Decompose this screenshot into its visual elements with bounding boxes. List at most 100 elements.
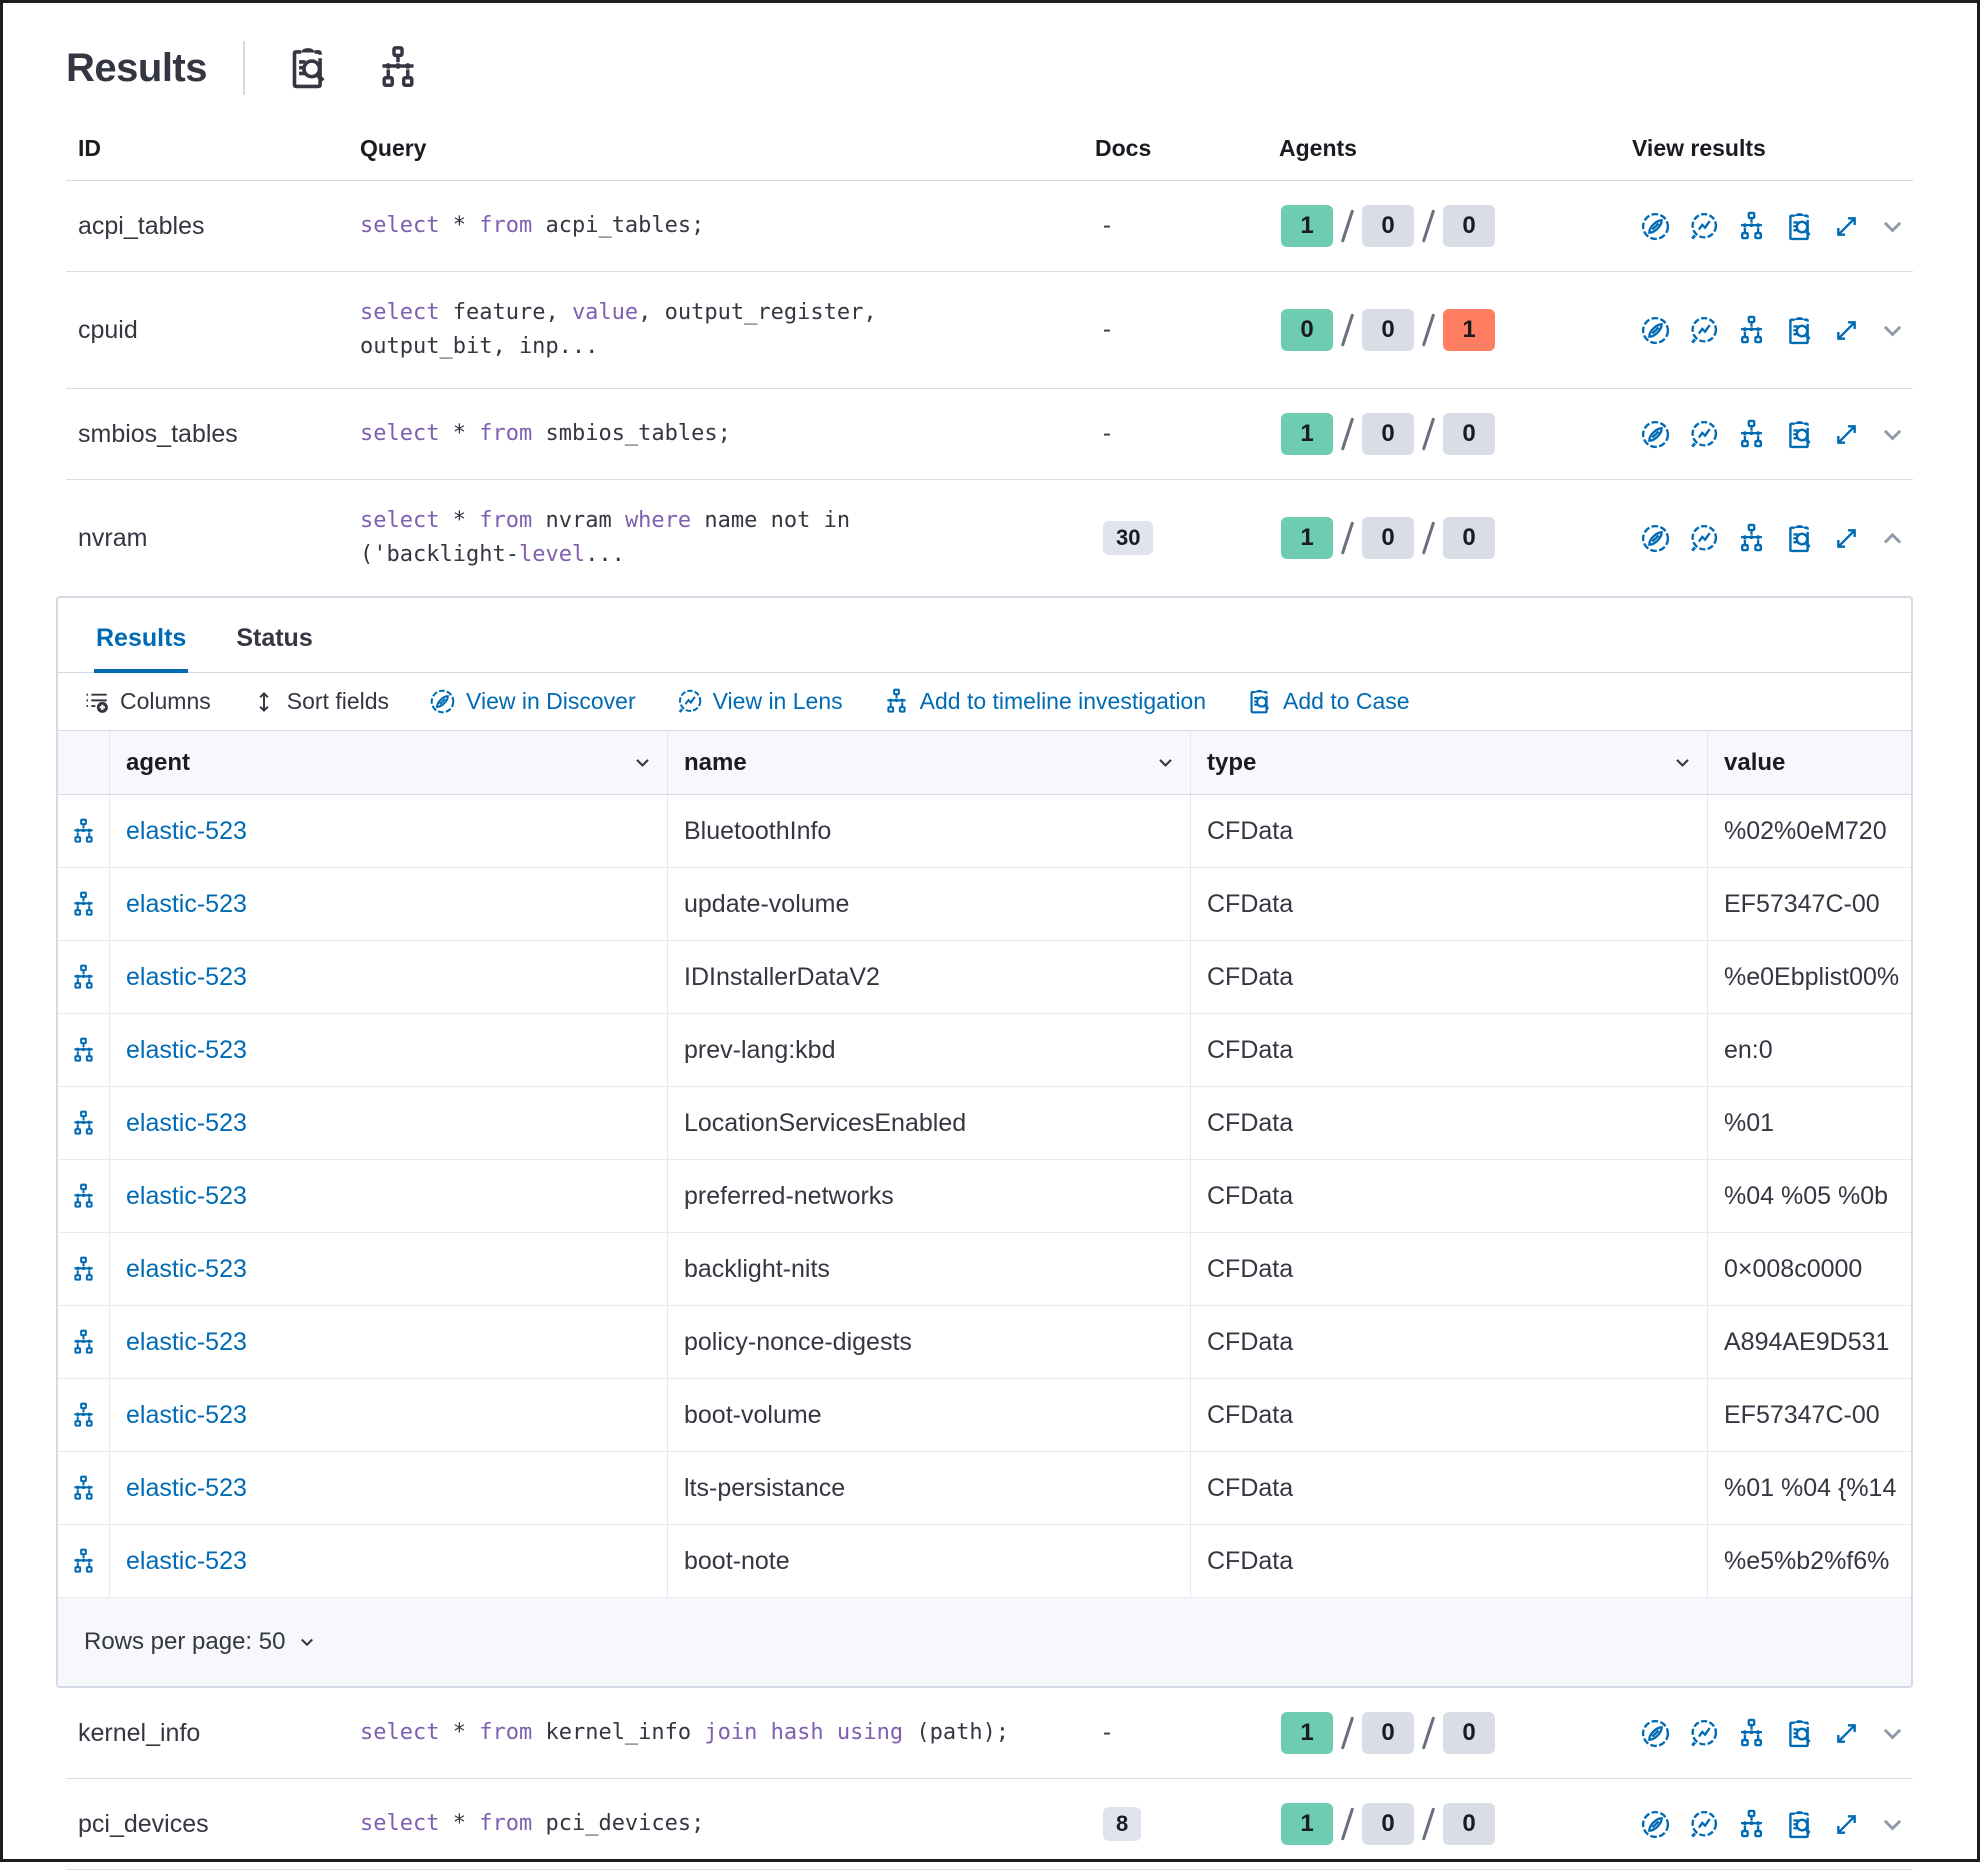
result-name: prev-lang:kbd [668,1014,1191,1086]
inspect-icon[interactable] [1784,523,1815,554]
row-timeline-icon[interactable] [58,1233,110,1305]
agent-link[interactable]: elastic-523 [126,816,247,845]
chevron-down-icon[interactable] [1672,752,1693,773]
row-timeline-icon[interactable] [58,1087,110,1159]
agent-link[interactable]: elastic-523 [126,1108,247,1137]
result-name: IDInstallerDataV2 [668,941,1191,1013]
col-header-agents: Agents [1279,135,1357,161]
discover-icon [429,688,456,715]
expand-icon[interactable] [1832,1719,1861,1748]
view-results-cell [1632,315,1913,346]
expand-icon[interactable] [1832,524,1861,553]
lens-icon[interactable] [1688,315,1719,346]
lens-icon[interactable] [1688,419,1719,450]
chevron-down-icon[interactable] [297,1632,317,1652]
col-header-view-results: View results [1632,135,1766,161]
col-header-query: Query [360,135,427,161]
inspect-icon[interactable] [1784,1809,1815,1840]
row-timeline-icon[interactable] [58,1525,110,1597]
row-timeline-icon[interactable] [58,941,110,1013]
grid-header-icon-col [58,731,110,794]
agent-link[interactable]: elastic-523 [126,1400,247,1429]
tab-status[interactable]: Status [236,624,313,652]
timeline-icon[interactable] [1736,1718,1767,1749]
query-id: nvram [78,523,148,552]
timeline-icon[interactable] [1736,523,1767,554]
columns-button[interactable]: Columns [84,688,211,715]
expand-row-chevron[interactable] [1878,524,1907,553]
inspect-icon[interactable] [1784,315,1815,346]
row-timeline-icon[interactable] [58,1452,110,1524]
inspect-icon[interactable] [1784,1718,1815,1749]
grid-header-name[interactable]: name [668,731,1191,794]
row-timeline-icon[interactable] [58,1160,110,1232]
expand-row-chevron[interactable] [1878,212,1907,241]
row-timeline-icon[interactable] [58,1306,110,1378]
expand-icon[interactable] [1832,316,1861,345]
timeline-icon[interactable] [1736,211,1767,242]
lens-icon[interactable] [1688,1718,1719,1749]
query-code: select * from kernel_info join hash usin… [360,1720,1010,1745]
result-name: boot-volume [668,1379,1191,1451]
result-name: lts-persistance [668,1452,1191,1524]
lens-icon[interactable] [1688,1809,1719,1840]
expand-icon[interactable] [1832,1810,1861,1839]
row-timeline-icon[interactable] [58,1379,110,1451]
query-id: pci_devices [78,1809,209,1838]
agent-link[interactable]: elastic-523 [126,1473,247,1502]
inspect-icon[interactable] [1784,211,1815,242]
agent-link[interactable]: elastic-523 [126,1181,247,1210]
result-row: elastic-523 boot-volume CFData EF57347C-… [58,1379,1911,1452]
view-in-lens-link[interactable]: View in Lens [676,688,843,715]
query-code: select * from pci_devices; [360,1811,705,1836]
query-id: smbios_tables [78,419,238,448]
chevron-down-icon[interactable] [1155,752,1176,773]
grid-header-type[interactable]: type [1191,731,1708,794]
lens-icon[interactable] [1688,211,1719,242]
agent-link[interactable]: elastic-523 [126,1254,247,1283]
agent-link[interactable]: elastic-523 [126,962,247,991]
chevron-down-icon[interactable] [632,752,653,773]
add-to-case-link[interactable]: Add to Case [1246,688,1410,715]
sort-icon [251,689,277,715]
agent-link[interactable]: elastic-523 [126,1035,247,1064]
grid-header-value[interactable]: value [1724,748,1786,776]
agent-link[interactable]: elastic-523 [126,1546,247,1575]
add-to-timeline-link[interactable]: Add to timeline investigation [883,688,1206,715]
row-timeline-icon[interactable] [58,868,110,940]
timeline-icon[interactable] [375,45,421,91]
discover-icon[interactable] [1640,315,1671,346]
discover-icon[interactable] [1640,523,1671,554]
agent-link[interactable]: elastic-523 [126,889,247,918]
timeline-icon[interactable] [1736,419,1767,450]
discover-icon[interactable] [1640,419,1671,450]
rows-per-page-control[interactable]: Rows per page: 50 [84,1628,286,1655]
discover-icon[interactable] [1640,211,1671,242]
row-timeline-icon[interactable] [58,795,110,867]
row-timeline-icon[interactable] [58,1014,110,1086]
sort-fields-button[interactable]: Sort fields [251,688,389,715]
expand-icon[interactable] [1832,212,1861,241]
expand-icon[interactable] [1832,420,1861,449]
timeline-icon[interactable] [1736,315,1767,346]
tab-results[interactable]: Results [94,598,189,673]
agent-status-badge: 1 [1443,309,1495,351]
inspect-icon[interactable] [1784,419,1815,450]
title-divider [243,41,245,95]
view-in-discover-link[interactable]: View in Discover [429,688,636,715]
agent-link[interactable]: elastic-523 [126,1327,247,1356]
expand-row-chevron[interactable] [1878,1719,1907,1748]
discover-icon[interactable] [1640,1809,1671,1840]
discover-icon[interactable] [1640,1718,1671,1749]
expand-row-chevron[interactable] [1878,420,1907,449]
queries-table-header: ID Query Docs Agents View results [66,117,1913,181]
grid-header-agent[interactable]: agent [110,731,668,794]
expand-row-chevron[interactable] [1878,316,1907,345]
timeline-icon[interactable] [1736,1809,1767,1840]
lens-icon[interactable] [1688,523,1719,554]
expand-row-chevron[interactable] [1878,1810,1907,1839]
inspect-icon[interactable] [285,45,331,91]
docs-cell: 8 [1095,1807,1279,1841]
